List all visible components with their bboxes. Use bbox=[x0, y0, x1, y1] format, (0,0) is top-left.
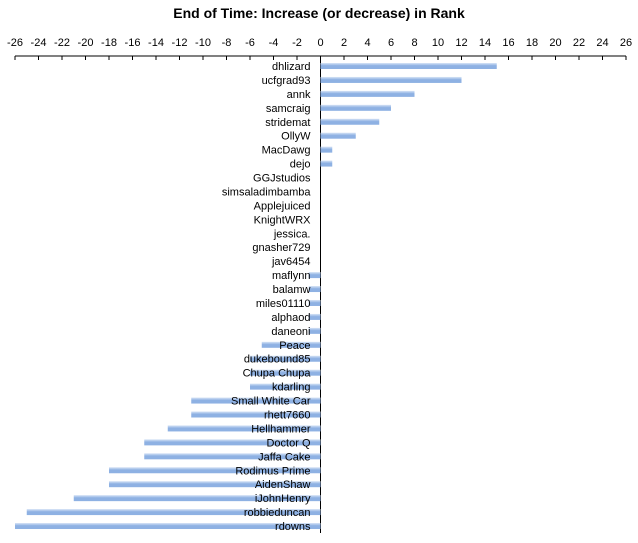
category-label: robbieduncan bbox=[244, 507, 311, 519]
bar bbox=[261, 341, 321, 348]
x-tick-label: 6 bbox=[388, 37, 394, 49]
bar bbox=[73, 495, 321, 502]
category-label: miles01110 bbox=[256, 298, 311, 310]
bar bbox=[144, 453, 321, 460]
category-label: dejo bbox=[290, 159, 311, 171]
category-label: balamw bbox=[273, 284, 311, 296]
category-labels: dhlizard ucfgrad93 annk samcraig stridemat Ol… bbox=[222, 61, 312, 533]
category-label: kdarling bbox=[272, 382, 311, 394]
x-tick-label: 4 bbox=[364, 37, 370, 49]
bar bbox=[109, 467, 321, 474]
bar bbox=[308, 313, 321, 320]
bar bbox=[15, 523, 321, 530]
category-label: Jaffa Cake bbox=[258, 451, 310, 463]
category-label: iJohnHenry bbox=[255, 493, 311, 505]
x-tick-label: 16 bbox=[502, 37, 514, 49]
category-label: AidenShaw bbox=[255, 479, 311, 491]
x-tick-label: 8 bbox=[411, 37, 417, 49]
category-label: GGJstudios bbox=[253, 173, 311, 185]
x-tick-label: 10 bbox=[432, 37, 444, 49]
bar bbox=[191, 411, 321, 418]
category-label: Rodimus Prime bbox=[235, 465, 310, 477]
category-label: stridemat bbox=[265, 117, 310, 129]
x-tick-label: 22 bbox=[573, 37, 585, 49]
bar bbox=[320, 104, 391, 111]
x-tick-label: 12 bbox=[455, 37, 467, 49]
bar bbox=[308, 286, 321, 293]
category-label: dukebound85 bbox=[244, 354, 311, 366]
bar bbox=[250, 369, 321, 376]
bar bbox=[320, 90, 415, 97]
bar bbox=[26, 509, 321, 516]
category-label: daneoni bbox=[271, 326, 310, 338]
bar bbox=[320, 63, 497, 69]
bar bbox=[320, 132, 356, 139]
category-label: Applejuiced bbox=[254, 200, 311, 212]
bar bbox=[320, 76, 462, 83]
bar bbox=[250, 383, 321, 390]
x-tick-label: -8 bbox=[222, 37, 232, 49]
x-tick-label: -18 bbox=[101, 37, 117, 49]
x-tick-label: 14 bbox=[479, 37, 491, 49]
category-label: MacDawg bbox=[262, 145, 311, 157]
x-tick-label: -10 bbox=[195, 37, 211, 49]
category-label: KnightWRX bbox=[254, 214, 312, 226]
bars bbox=[15, 63, 497, 530]
x-tick-label: 2 bbox=[341, 37, 347, 49]
bar bbox=[320, 160, 333, 167]
category-label: alphaod bbox=[271, 312, 310, 324]
category-label: rdowns bbox=[275, 521, 311, 533]
bar bbox=[308, 272, 321, 279]
x-tick-label: 18 bbox=[526, 37, 538, 49]
bar bbox=[320, 118, 380, 125]
category-label: Hellhammer bbox=[251, 423, 311, 435]
category-label: Small White Car bbox=[231, 396, 311, 408]
x-tick-label: 0 bbox=[317, 37, 323, 49]
bar bbox=[308, 299, 321, 306]
category-label: Doctor Q bbox=[266, 437, 310, 449]
x-tick-label: 24 bbox=[596, 37, 608, 49]
x-tick-label: -24 bbox=[31, 37, 47, 49]
x-tick-label: 26 bbox=[620, 37, 632, 49]
x-tick-label: -2 bbox=[292, 37, 302, 49]
x-tick-label: 20 bbox=[549, 37, 561, 49]
x-tick-label: -12 bbox=[172, 37, 188, 49]
x-tick-label: -16 bbox=[125, 37, 141, 49]
category-label: gnasher729 bbox=[252, 242, 310, 254]
x-tick-label: -20 bbox=[78, 37, 94, 49]
bar bbox=[144, 439, 321, 446]
bar bbox=[320, 146, 333, 153]
category-label: maflynn bbox=[272, 270, 311, 282]
x-tick-label: -22 bbox=[54, 37, 70, 49]
category-label: jessica. bbox=[273, 228, 311, 240]
category-label: simsaladimbamba bbox=[222, 186, 312, 198]
chart-title: End of Time: Increase (or decrease) in R… bbox=[173, 5, 465, 21]
category-label: ucfgrad93 bbox=[262, 75, 311, 87]
x-tick-label: -14 bbox=[148, 37, 164, 49]
x-tick-label: -6 bbox=[245, 37, 255, 49]
category-label: Peace bbox=[279, 340, 310, 352]
category-label: Chupa Chupa bbox=[243, 368, 312, 380]
bar bbox=[191, 397, 321, 404]
bar bbox=[250, 355, 321, 362]
category-label: annk bbox=[287, 89, 311, 101]
category-label: rhett7660 bbox=[264, 410, 310, 422]
x-tick-label: -26 bbox=[7, 37, 23, 49]
category-label: jav6454 bbox=[271, 256, 311, 268]
bar bbox=[109, 481, 321, 488]
category-label: dhlizard bbox=[272, 61, 311, 73]
x-tick-label: -4 bbox=[269, 37, 279, 49]
x-axis: -26 -24 -22 -20 -18 -16 -14 -12 -10 -8 -6 -4 -2 0 2 4 6 8… bbox=[7, 37, 632, 534]
bar bbox=[308, 327, 321, 334]
bar bbox=[167, 425, 321, 432]
category-label: samcraig bbox=[266, 103, 311, 115]
category-label: OllyW bbox=[281, 131, 311, 143]
